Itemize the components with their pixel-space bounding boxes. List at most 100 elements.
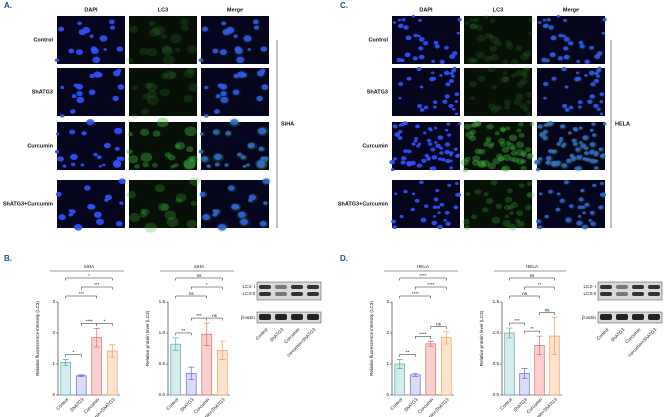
- nucleus: [599, 182, 604, 185]
- lc3-signal: [579, 188, 586, 194]
- significance-label: ****: [419, 273, 426, 278]
- nucleus: [417, 142, 422, 146]
- nucleus: [449, 71, 454, 76]
- lc3-signal: [212, 128, 222, 137]
- blot-frame: [597, 311, 663, 324]
- nucleus: [109, 25, 116, 30]
- lc3-signal: [162, 55, 175, 65]
- nucleus: [584, 202, 590, 207]
- nucleus: [423, 41, 429, 46]
- lc3-signal: [560, 162, 569, 170]
- nucleus: [420, 217, 427, 223]
- micrograph-bg: [129, 16, 197, 64]
- lc3-signal: [502, 165, 511, 172]
- band: [600, 292, 612, 296]
- nucleus: [401, 18, 406, 22]
- lc3-signal: [508, 224, 517, 231]
- nucleus: [233, 34, 238, 38]
- error-bar: [521, 367, 528, 379]
- nucleus: [457, 122, 462, 126]
- lc3-signal: [164, 152, 172, 158]
- nucleus: [542, 24, 548, 29]
- nucleus: [419, 85, 424, 89]
- lc3-signal: [520, 159, 527, 164]
- lc3-signal: [471, 122, 479, 128]
- lc3-signal: [470, 96, 475, 101]
- nucleus: [404, 52, 411, 58]
- x-tick-label: Control: [55, 397, 69, 411]
- significance-bracket: [509, 277, 555, 281]
- bar: [170, 343, 182, 396]
- panel-letter: A.: [4, 1, 12, 10]
- nucleus: [549, 52, 556, 58]
- nucleus: [445, 221, 451, 226]
- nucleus: [594, 166, 599, 170]
- lc3-signal: [567, 40, 576, 47]
- lc3-signal: [126, 149, 133, 155]
- lc3-signal: [564, 85, 570, 90]
- lc3-signal: [220, 20, 228, 27]
- nucleus: [108, 19, 115, 25]
- lc3-signal: [482, 207, 489, 213]
- nucleus: [439, 59, 445, 65]
- lc3-signal: [471, 57, 479, 64]
- nucleus: [446, 122, 451, 126]
- lc3-signal: [218, 48, 230, 57]
- nucleus: [444, 142, 451, 147]
- significance-label: ns: [197, 273, 203, 278]
- lc3-signal: [548, 51, 558, 59]
- lc3-signal: [477, 76, 486, 82]
- bar: [409, 374, 421, 396]
- nucleus: [259, 220, 267, 227]
- lc3-signal: [183, 160, 196, 170]
- nucleus: [551, 149, 557, 154]
- nucleus: [212, 212, 218, 217]
- nucleus: [115, 220, 123, 227]
- nucleus: [536, 219, 542, 224]
- nucleus: [58, 214, 66, 221]
- row-label: Curcumin: [362, 143, 388, 149]
- significance-bracket: [65, 295, 97, 299]
- micrograph: [537, 66, 607, 117]
- significance-label: **: [406, 349, 410, 354]
- lc3-signal: [546, 17, 553, 23]
- nucleus: [69, 153, 78, 161]
- micrograph-bg: [201, 16, 269, 64]
- lc3-signal: [489, 36, 499, 44]
- lc3-signal: [236, 210, 249, 220]
- nucleus: [599, 112, 604, 116]
- lc3-signal: [224, 25, 237, 36]
- nucleus: [199, 132, 204, 136]
- nucleus: [82, 26, 91, 34]
- lc3-signal: [590, 122, 597, 127]
- nucleus: [71, 94, 77, 99]
- lc3-signal: [524, 66, 530, 71]
- y-tick-label: 1.5: [493, 299, 500, 304]
- significance-bracket: [509, 322, 525, 326]
- error-bar: [412, 372, 419, 377]
- nucleus: [57, 156, 64, 162]
- significance-bracket: [415, 286, 447, 290]
- y-tick-label: 3: [52, 299, 55, 304]
- lc3-signal: [218, 95, 231, 105]
- nucleus: [112, 70, 121, 77]
- error-bar: [78, 374, 85, 378]
- error-bar: [172, 337, 179, 351]
- lc3-signal: [477, 160, 486, 167]
- nucleus: [439, 73, 443, 77]
- nucleus: [99, 35, 108, 42]
- lc3-signal: [166, 217, 179, 227]
- significance-bracket: [509, 295, 540, 299]
- lc3-signal: [527, 153, 534, 158]
- lc3-signal: [247, 193, 259, 202]
- significance-bracket: [191, 317, 207, 321]
- lc3-signal: [234, 55, 247, 65]
- nucleus: [213, 129, 220, 135]
- nucleus: [575, 71, 580, 75]
- nucleus: [414, 137, 418, 141]
- nucleus: [423, 131, 427, 135]
- significance-label: **: [530, 326, 534, 331]
- lc3-signal: [526, 99, 532, 105]
- nucleus: [98, 164, 102, 168]
- lc3-signal: [505, 140, 511, 145]
